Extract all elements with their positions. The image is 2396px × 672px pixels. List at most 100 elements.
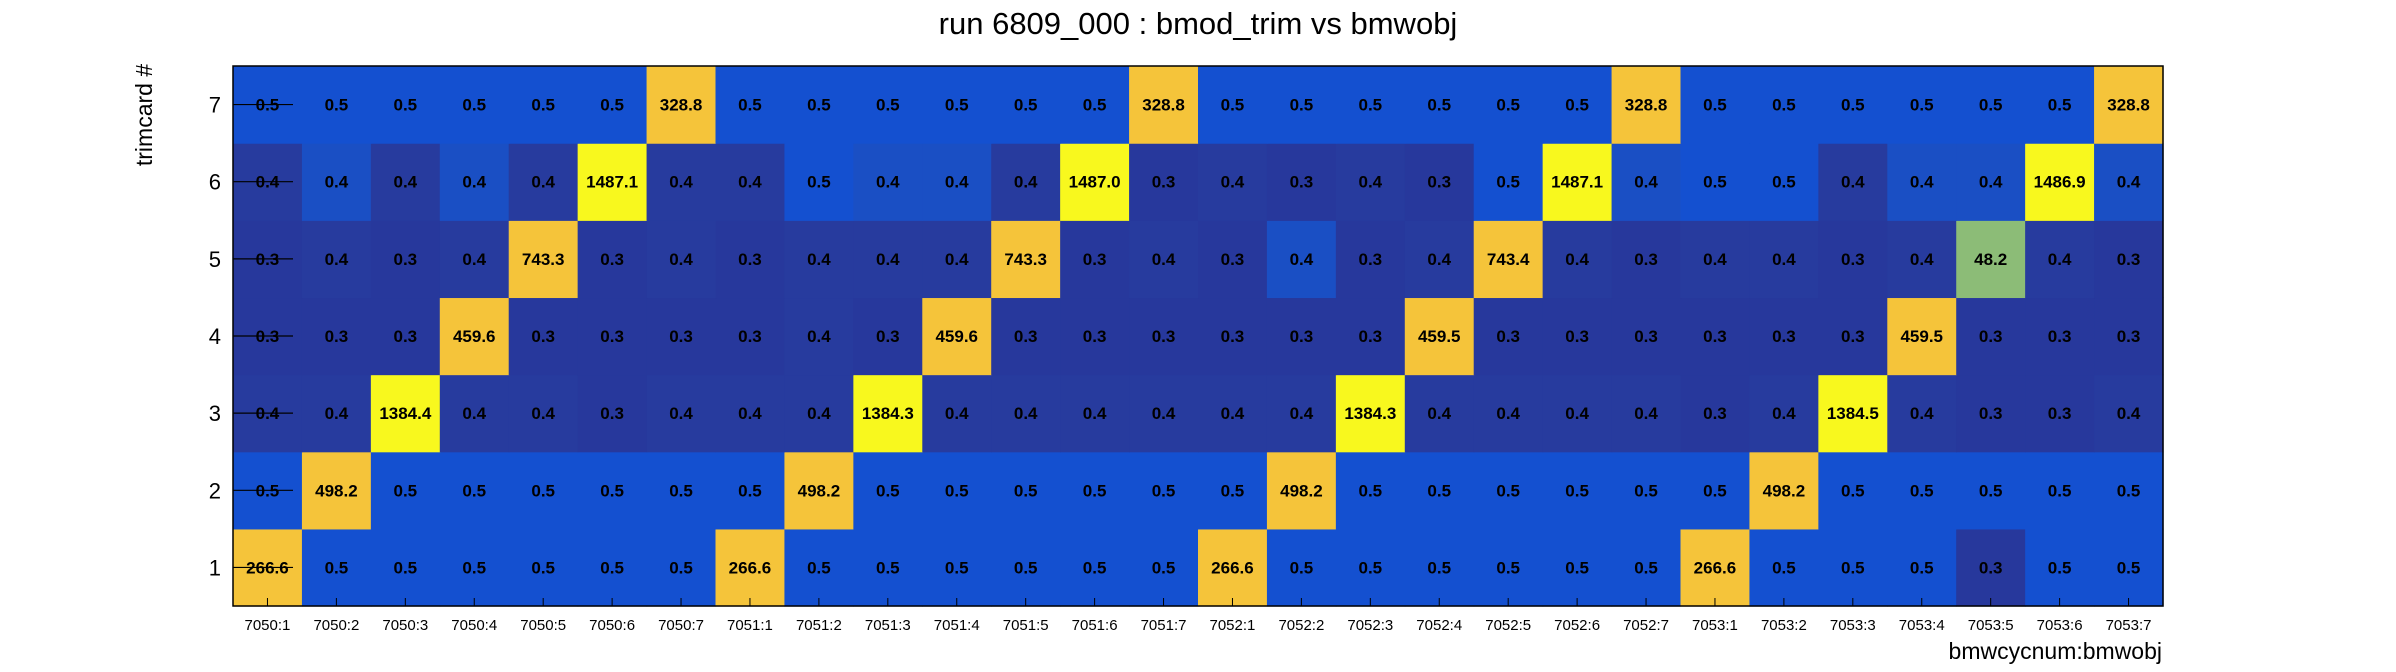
heatmap-cell (577, 451, 648, 530)
cell-value-label: 459.6 (935, 327, 978, 346)
heatmap-cell (784, 143, 854, 221)
heatmap-cell (2025, 451, 2095, 530)
heatmap-cell (1404, 451, 1475, 530)
cell-value-label: 0.5 (1290, 96, 1314, 115)
cell-value-label: 0.5 (1014, 558, 1038, 577)
cell-value-label: 0.5 (1427, 558, 1451, 577)
heatmap-cell (1611, 66, 1682, 144)
heatmap-cells (233, 66, 2164, 607)
heatmap-cell (301, 66, 372, 144)
heatmap-cell (1266, 374, 1337, 453)
heatmap-cell (1956, 528, 2026, 607)
x-tick-label: 7052:5 (1485, 617, 1531, 634)
heatmap-cell (1198, 528, 1268, 607)
x-tick-label: 7051:4 (934, 617, 980, 634)
cell-value-label: 498.2 (1763, 481, 1806, 500)
cell-value-label: 0.4 (393, 173, 417, 192)
cell-value-label: 0.3 (738, 327, 762, 346)
heatmap-cell (1611, 374, 1682, 453)
cell-value-label: 0.4 (1910, 250, 1934, 269)
cell-value-label: 0.3 (1221, 250, 1245, 269)
heatmap-cell (1473, 66, 1544, 144)
heatmap-cell (646, 297, 717, 376)
cell-value-label: 0.4 (1634, 173, 1658, 192)
x-tick-label: 7052:1 (1210, 617, 1256, 634)
cell-value-label: 0.4 (1910, 404, 1934, 423)
heatmap-cell (853, 374, 923, 453)
heatmap-cell (370, 528, 441, 607)
heatmap-cell (715, 220, 786, 299)
x-tick-label: 7051:2 (796, 617, 842, 634)
heatmap-cell (1335, 528, 1406, 607)
heatmap-cell (991, 528, 1061, 607)
cell-value-label: 0.5 (1841, 481, 1865, 500)
cell-value-label: 0.3 (600, 250, 624, 269)
cell-value-label: 0.3 (1634, 327, 1658, 346)
heatmap-cell (439, 143, 510, 221)
heatmap-cell (1129, 528, 1199, 607)
cell-value-label: 0.3 (1979, 404, 2003, 423)
heatmap-cell (2094, 374, 2164, 453)
heatmap-cell (301, 451, 372, 530)
cell-value-label: 0.4 (325, 173, 349, 192)
heatmap-cell (439, 66, 510, 144)
heatmap-cell (439, 297, 510, 376)
cell-value-label: 0.3 (393, 250, 417, 269)
x-tick-label: 7053:7 (2106, 617, 2152, 634)
cell-value-label: 0.3 (738, 250, 762, 269)
cell-value-label: 0.3 (531, 327, 555, 346)
cell-value-label: 266.6 (1211, 558, 1254, 577)
cell-value-label: 0.3 (1290, 327, 1314, 346)
cell-value-label: 0.5 (1496, 481, 1520, 500)
cell-value-label: 0.5 (462, 481, 486, 500)
cell-value-label: 0.5 (945, 481, 969, 500)
heatmap-cell (715, 451, 786, 530)
heatmap-cell (1818, 220, 1888, 299)
y-tick-label: 5 (209, 247, 221, 272)
heatmap-cell (301, 143, 372, 221)
cell-value-label: 0.4 (1772, 250, 1796, 269)
cell-value-label: 0.3 (1841, 327, 1865, 346)
heatmap-cell (715, 143, 786, 221)
heatmap-cell (1818, 143, 1888, 221)
cell-value-label: 0.4 (1427, 404, 1451, 423)
cell-value-label: 0.4 (462, 250, 486, 269)
cell-value-label: 0.4 (1772, 404, 1796, 423)
cell-value-label: 0.5 (600, 481, 624, 500)
cell-value-label: 0.3 (1979, 558, 2003, 577)
cell-value-label: 0.5 (1014, 481, 1038, 500)
cell-value-label: 0.5 (1979, 96, 2003, 115)
y-tick-label: 1 (209, 555, 221, 580)
heatmap-cell (1542, 528, 1613, 607)
cell-value-label: 0.4 (738, 173, 762, 192)
heatmap-cell (853, 220, 923, 299)
heatmap-cell (715, 528, 786, 607)
heatmap-cell (1198, 143, 1268, 221)
heatmap-cell (1680, 66, 1751, 144)
heatmap-cell (853, 528, 923, 607)
cell-value-label: 0.5 (1703, 96, 1727, 115)
heatmap-cell (370, 220, 441, 299)
cell-value-label: 0.5 (1083, 481, 1107, 500)
heatmap-cell (508, 528, 579, 607)
heatmap-cell (1129, 451, 1199, 530)
heatmap-cell (2025, 297, 2095, 376)
heatmap-cell (1887, 143, 1957, 221)
cell-value-label: 0.4 (1221, 173, 1245, 192)
cell-value-label: 0.3 (1979, 327, 2003, 346)
cell-value-label: 0.5 (393, 558, 417, 577)
cell-value-label: 0.3 (1221, 327, 1245, 346)
cell-value-label: 743.3 (1004, 250, 1047, 269)
cell-value-label: 0.5 (1841, 558, 1865, 577)
cell-value-label: 0.4 (1703, 250, 1727, 269)
cell-value-label: 0.4 (531, 173, 555, 192)
y-axis-ticks: 1 2 3 4 5 6 7 (209, 93, 293, 580)
cell-value-label: 459.5 (1418, 327, 1461, 346)
heatmap-cell (2025, 220, 2095, 299)
heatmap-cell (784, 451, 854, 530)
cell-value-label: 0.4 (1979, 173, 2003, 192)
heatmap-cell (991, 143, 1061, 221)
cell-value-label: 1487.0 (1069, 173, 1121, 192)
cell-value-label: 0.4 (462, 173, 486, 192)
